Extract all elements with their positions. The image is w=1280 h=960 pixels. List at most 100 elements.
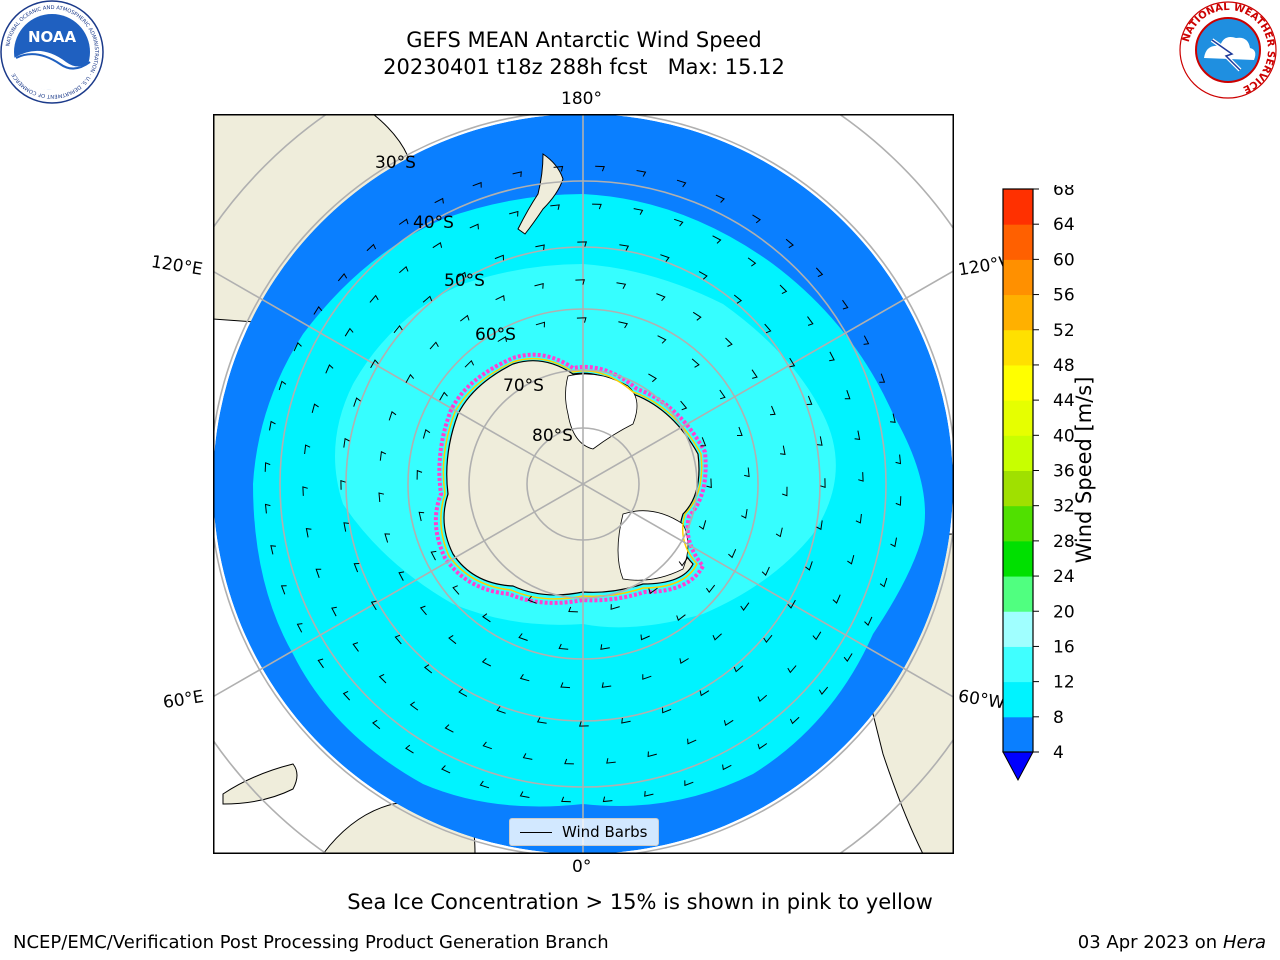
wind-barb: [481, 658, 492, 667]
lon-label-60e: 60°E: [161, 686, 206, 714]
wind-barb: [764, 323, 772, 334]
wind-barb: [733, 294, 743, 304]
wind-barb: [352, 642, 359, 652]
colorbar-segment: [1003, 224, 1033, 260]
wind-barb: [568, 606, 578, 613]
wind-barb: [640, 634, 650, 641]
wind-barb: [398, 218, 409, 225]
wind-barb: [409, 701, 419, 711]
wind-barb: [712, 633, 722, 641]
wind-barb: [464, 359, 475, 368]
footer-date: 03 Apr 2023 on Hera: [1078, 932, 1266, 953]
wind-barb: [509, 210, 519, 217]
wind-barb: [366, 243, 377, 252]
wind-barb: [534, 283, 544, 289]
lat-label-70s: 70°S: [503, 376, 544, 396]
footer-host: Hera: [1222, 932, 1266, 953]
wind-barb: [700, 437, 707, 447]
wind-barb: [416, 469, 423, 480]
wind-barb: [293, 342, 302, 352]
wind-barb: [317, 658, 324, 669]
wind-barb: [600, 644, 610, 650]
wind-barb: [558, 643, 569, 650]
wind-barb: [553, 165, 564, 172]
wind-barb: [325, 364, 334, 374]
colorbar-tick-label: 24: [1053, 567, 1075, 587]
wind-barb: [418, 511, 425, 522]
wind-barb: [296, 623, 303, 633]
wind-barb: [779, 284, 788, 295]
wind-barb: [805, 561, 813, 571]
wind-barb: [270, 545, 276, 555]
ice-shelf-weddell: [617, 510, 689, 581]
wind-barb: [577, 241, 587, 247]
wind-barb: [648, 373, 657, 383]
colorbar-segment: [1003, 540, 1033, 577]
legend-wind-barb-line: [520, 832, 552, 833]
wind-barb: [818, 686, 829, 695]
wind-barb: [369, 294, 379, 303]
colorbar-label: Wind Speed [m/s]: [1072, 376, 1096, 564]
colorbar-tick-label: 52: [1053, 321, 1075, 341]
wind-barb: [519, 674, 530, 682]
wind-barb: [723, 719, 734, 727]
lon-label-120e: 120°E: [149, 252, 204, 280]
wind-barb: [751, 369, 758, 379]
lat-label-30s: 30°S: [375, 153, 416, 173]
wind-barb: [579, 721, 589, 727]
wind-barb: [444, 724, 454, 733]
wind-barb: [691, 358, 700, 368]
wind-barb: [576, 317, 587, 323]
wind-barb: [621, 718, 631, 724]
wind-barb: [647, 751, 657, 758]
legend-label: Wind Barbs: [562, 823, 648, 841]
colorbar-tick-label: 32: [1053, 497, 1075, 517]
wind-barb: [405, 744, 414, 754]
lat-label-50s: 50°S: [444, 271, 485, 291]
map-border: [213, 114, 954, 854]
wind-barb: [744, 467, 750, 478]
wind-barb: [890, 413, 896, 423]
nws-logo: NATIONAL WEATHER SERVICE: [1179, 1, 1277, 99]
wind-barb: [393, 324, 403, 334]
wind-barb: [676, 614, 686, 622]
wind-barb: [560, 682, 571, 689]
colorbar-tick-label: 56: [1053, 286, 1075, 306]
wind-barb: [264, 462, 271, 472]
wind-barb: [715, 194, 725, 203]
colorbar-segment: [1003, 681, 1033, 718]
colorbar-tick-label: 28: [1053, 532, 1075, 552]
colorbar-segment: [1003, 505, 1033, 542]
wind-barb: [761, 566, 770, 576]
wind-barb: [561, 796, 571, 803]
wind-barb: [698, 520, 707, 530]
colorbar-tick-label: 4: [1053, 743, 1064, 763]
wind-barb: [280, 585, 287, 595]
sea-ice-edge-yellow: [440, 357, 703, 600]
colorbar-segment: [1003, 435, 1033, 471]
wind-barb: [527, 595, 537, 604]
wind-barb: [370, 600, 377, 611]
wind-barb: [789, 357, 796, 368]
wind-barb: [660, 254, 670, 262]
wind-barb: [816, 520, 823, 531]
wind-barb: [618, 321, 628, 329]
wind-barb: [832, 594, 841, 604]
wind-barb: [512, 171, 522, 177]
wind-barb: [434, 197, 444, 204]
wind-barb: [398, 265, 409, 274]
colorbar-segment: [1003, 189, 1033, 225]
land-madagascar: [222, 763, 298, 805]
wind-barb: [679, 658, 689, 664]
colorbar-tick-label: 68: [1053, 185, 1075, 200]
wind-barb: [722, 764, 732, 771]
lat-label-80s: 80°S: [532, 426, 573, 446]
wind-barb: [550, 204, 560, 210]
wind-barb: [636, 170, 647, 177]
wind-barb: [855, 513, 862, 524]
wind-barb: [378, 492, 385, 503]
wind-barb: [472, 181, 482, 188]
wind-barb: [657, 335, 667, 344]
colorbar-tick-label: 16: [1053, 637, 1075, 657]
noaa-logo-text: NOAA: [28, 28, 77, 46]
